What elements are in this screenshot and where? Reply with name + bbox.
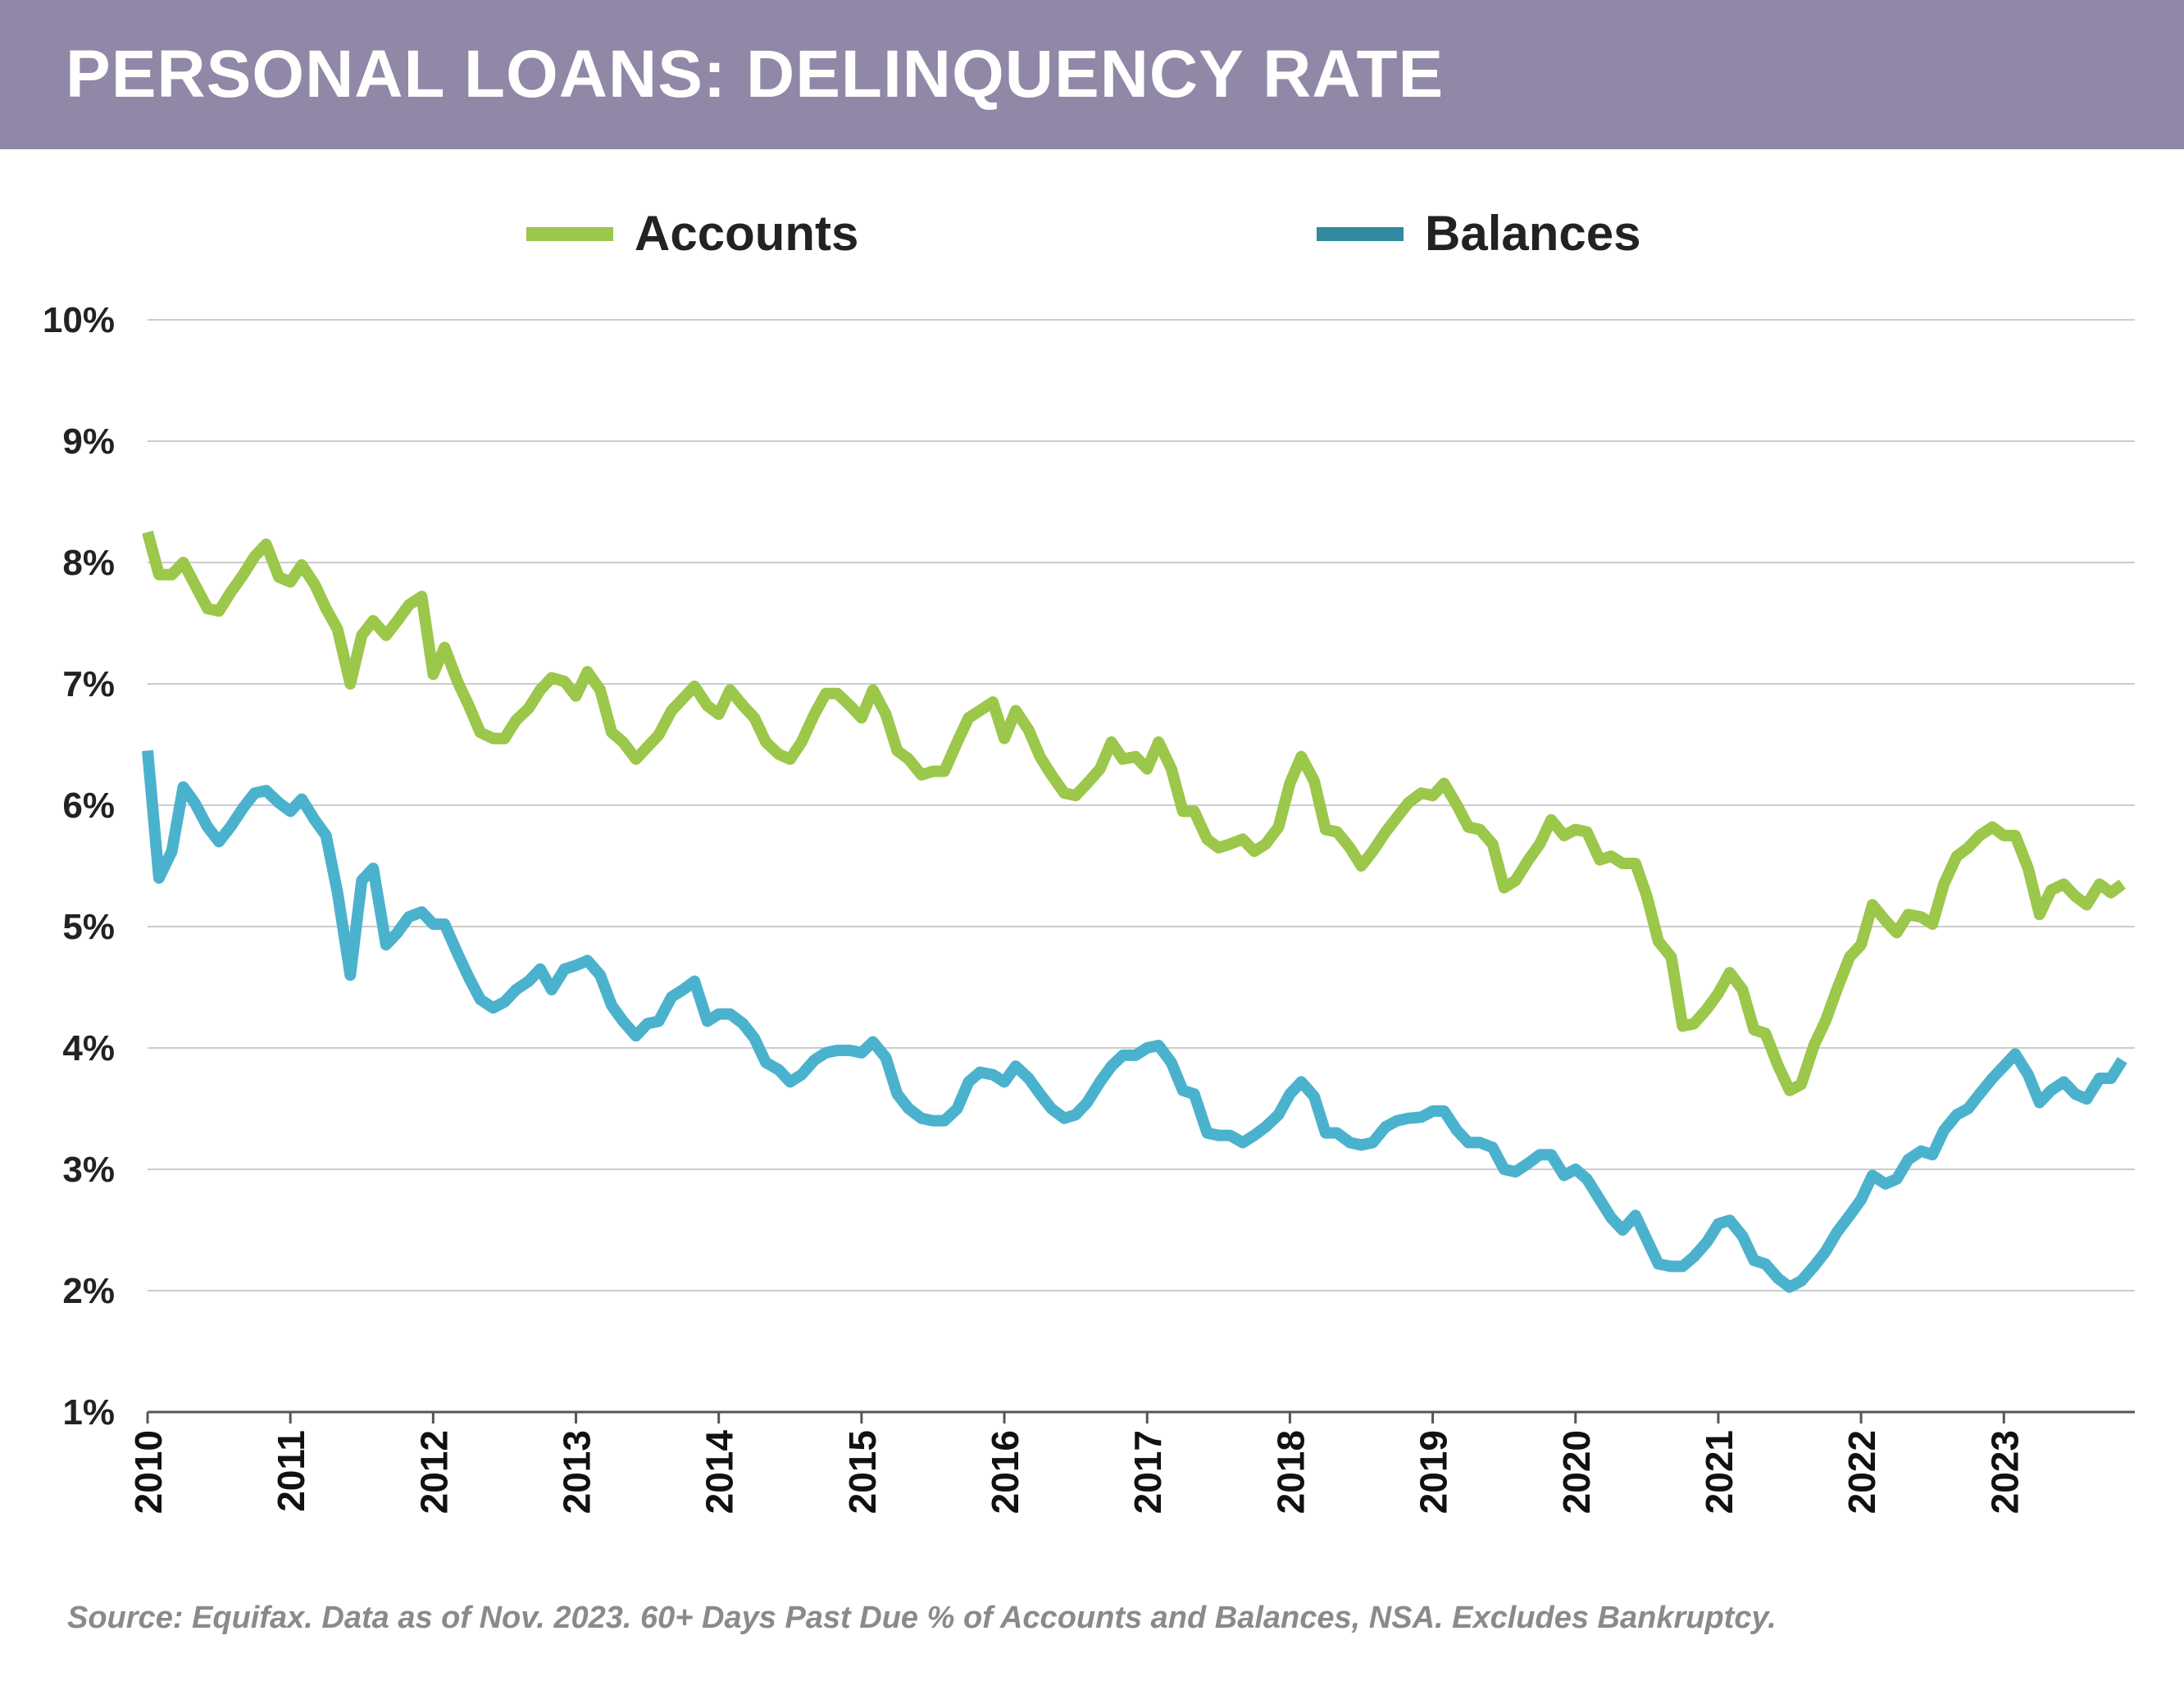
y-tick-label: 4%	[62, 1028, 115, 1068]
source-note: Source: Equifax. Data as of Nov. 2023. 6…	[67, 1601, 1777, 1635]
gridlines	[148, 319, 2135, 1414]
x-tick-label: 2023	[1983, 1430, 2026, 1514]
y-tick-label: 7%	[62, 664, 115, 704]
chart-title: PERSONAL LOANS: DELINQUENCY RATE	[66, 37, 1445, 112]
y-tick-label: 8%	[62, 543, 115, 583]
y-axis-ticks: 10% 9% 8% 7% 6% 5% 4% 3% 2% 1%	[43, 300, 115, 1433]
x-tick-label: 2021	[1698, 1430, 1740, 1514]
legend-swatch-accounts	[526, 227, 613, 241]
y-tick-label: 9%	[62, 421, 115, 462]
x-tick-label: 2013	[556, 1430, 598, 1514]
series-line-balances	[142, 749, 2127, 1293]
y-tick-label: 5%	[62, 907, 115, 947]
legend-swatch-balances	[1317, 227, 1404, 241]
y-tick-label: 10%	[43, 300, 115, 340]
series-line-accounts	[142, 531, 2126, 1096]
x-tick-label: 2020	[1555, 1430, 1598, 1514]
x-tick-label: 2019	[1413, 1430, 1455, 1514]
x-tick-label: 2018	[1269, 1430, 1312, 1514]
x-tick-label: 2022	[1840, 1430, 1883, 1514]
x-axis-ticks: 2010 2011 2012 2013 2014 2015 2016 2017 2018 2019…	[127, 1412, 2026, 1514]
x-tick-label: 2011	[270, 1430, 312, 1512]
chart-header: PERSONAL LOANS: DELINQUENCY RATE	[0, 0, 2184, 149]
legend-label-balances: Balances	[1425, 206, 1641, 261]
y-tick-label: 3%	[62, 1150, 115, 1190]
y-tick-label: 6%	[62, 786, 115, 826]
x-tick-label: 2012	[412, 1430, 455, 1514]
x-tick-label: 2016	[984, 1430, 1026, 1514]
x-tick-label: 2015	[841, 1430, 884, 1514]
x-tick-label: 2017	[1126, 1430, 1169, 1514]
x-tick-label: 2010	[127, 1430, 170, 1514]
legend-label-accounts: Accounts	[635, 206, 859, 261]
series-lines	[142, 531, 2127, 1293]
y-tick-label: 2%	[62, 1271, 115, 1311]
x-tick-label: 2014	[698, 1430, 741, 1515]
y-tick-label: 1%	[62, 1392, 115, 1433]
